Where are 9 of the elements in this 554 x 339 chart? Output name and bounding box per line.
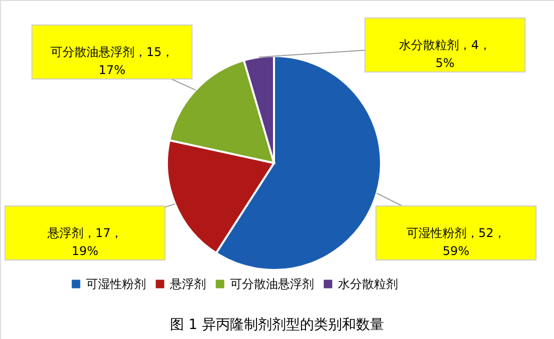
text: 图 1 异丙隆制剂剂型的类别和数量 xyxy=(170,317,384,333)
data-label: 可湿性粉剂，52， 59% xyxy=(406,226,506,258)
legend-label: 悬浮剂 xyxy=(169,277,206,291)
data-label: 可分散油悬浮剂，15， 17% xyxy=(50,45,174,77)
legend-label: 水分散粒剂 xyxy=(338,277,398,291)
data-label: 悬浮剂，17， 19% xyxy=(46,226,123,258)
legend-label: 可分散油悬浮剂 xyxy=(230,277,314,291)
legend-label: 可湿性粉剂 xyxy=(86,277,146,291)
data-label: 水分散粒剂，4， 5% xyxy=(399,38,491,70)
